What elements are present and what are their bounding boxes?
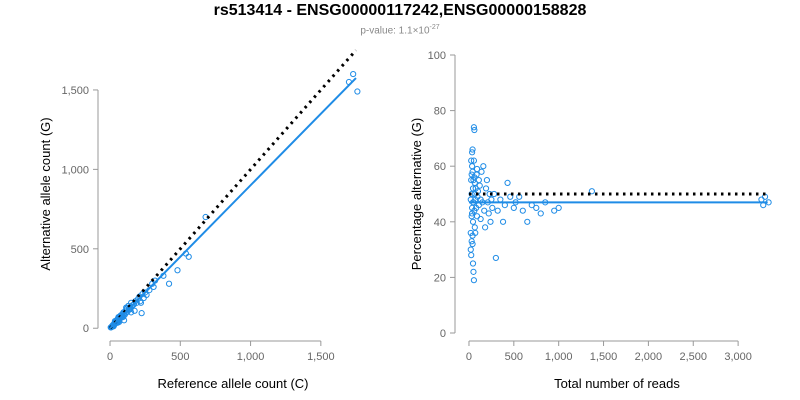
p-value-label: p-value: 1.1×10 <box>360 25 430 37</box>
data-point <box>551 207 558 214</box>
y-tick-label: 40 <box>434 217 446 229</box>
data-point <box>482 185 490 192</box>
data-point <box>469 260 477 267</box>
data-point <box>472 229 479 237</box>
data-point <box>468 171 475 178</box>
y-tick-label: 80 <box>434 106 446 118</box>
data-point <box>470 157 478 164</box>
panel-allele-counts: 0 500 1,000 1,500 0 500 1,000 1,500 Reference al… <box>38 49 361 391</box>
data-point <box>131 307 138 314</box>
data-point <box>588 188 595 195</box>
data-point <box>507 193 514 200</box>
data-point <box>480 163 487 170</box>
data-point <box>468 238 475 245</box>
x-tick-label: 0 <box>107 351 113 363</box>
y-axis-title: Percentage alternative (G) <box>409 118 424 270</box>
data-point <box>471 126 478 134</box>
data-point <box>468 252 475 259</box>
data-point <box>485 210 492 217</box>
data-point <box>483 177 491 184</box>
x-tick-label: 1,000 <box>545 351 573 363</box>
data-point <box>477 215 484 223</box>
x-tick-label: 3,000 <box>724 351 752 363</box>
data-point <box>470 268 477 275</box>
data-point <box>138 310 145 317</box>
data-point <box>510 204 517 211</box>
data-point <box>165 280 173 287</box>
data-point <box>481 207 488 214</box>
data-point <box>475 177 482 184</box>
data-point <box>487 218 494 225</box>
data-point <box>478 168 485 175</box>
data-point <box>492 254 499 262</box>
chart-title: rs513414 - ENSG00000117242,ENSG000001588… <box>213 2 587 19</box>
x-tick-label: 1,500 <box>590 351 618 363</box>
y-tick-label: 0 <box>83 323 89 335</box>
data-point <box>519 207 526 214</box>
data-point <box>354 88 361 95</box>
x-tick-label: 2,500 <box>679 351 707 363</box>
data-point <box>467 246 474 253</box>
data-point <box>128 309 135 316</box>
data-point <box>469 146 476 153</box>
panel-percentage-alternative: 0 500 1,000 1,500 2,000 2,500 3,000 0 20 40 60 80 10… <box>409 50 772 391</box>
data-point <box>476 182 483 189</box>
data-point <box>473 213 481 220</box>
x-tick-label: 500 <box>505 351 523 363</box>
data-point <box>470 124 478 131</box>
x-tick-label: 1,500 <box>307 351 335 363</box>
data-point <box>469 163 476 170</box>
p-value-exponent: -27 <box>429 24 440 31</box>
y-tick-label: 0 <box>440 328 446 340</box>
y-tick-label: 60 <box>434 161 446 173</box>
data-point <box>469 185 477 192</box>
data-point <box>467 229 474 237</box>
data-point <box>137 299 145 306</box>
data-point <box>469 210 476 217</box>
x-tick-label: 2,000 <box>635 351 663 363</box>
data-point <box>555 204 562 211</box>
data-point <box>537 210 544 217</box>
chart-subtitle: p-value: 1.1×10-27 <box>0 24 800 36</box>
data-point <box>499 218 507 225</box>
y-tick-label: 1,000 <box>61 164 89 176</box>
x-axis-title: Total number of reads <box>554 376 680 391</box>
data-point <box>469 240 476 248</box>
data-point <box>123 304 130 311</box>
data-point <box>185 253 192 260</box>
data-point <box>469 149 476 156</box>
y-tick-label: 100 <box>428 50 446 62</box>
x-tick-label: 1,000 <box>237 351 265 363</box>
reference-line <box>108 49 358 330</box>
data-point <box>471 224 478 231</box>
data-point <box>504 179 511 186</box>
data-point <box>470 277 478 284</box>
x-tick-label: 0 <box>466 351 472 363</box>
data-point <box>489 204 496 211</box>
y-tick-label: 500 <box>71 244 89 256</box>
data-point <box>469 168 476 175</box>
y-tick-label: 1,500 <box>61 85 89 97</box>
data-point <box>482 224 489 231</box>
data-point <box>120 317 128 324</box>
data-point <box>473 165 481 173</box>
data-point <box>350 70 357 78</box>
data-point <box>174 267 181 274</box>
fit-line <box>109 77 357 329</box>
data-point <box>533 204 540 211</box>
data-point <box>494 207 501 214</box>
x-axis-title: Reference allele count (C) <box>157 376 308 391</box>
data-point <box>471 179 478 186</box>
y-axis-title: Alternative allele count (G) <box>38 117 53 270</box>
y-tick-label: 20 <box>434 272 446 284</box>
data-point <box>524 218 531 225</box>
data-point <box>468 157 475 164</box>
data-point <box>469 218 477 225</box>
x-tick-label: 500 <box>171 351 189 363</box>
